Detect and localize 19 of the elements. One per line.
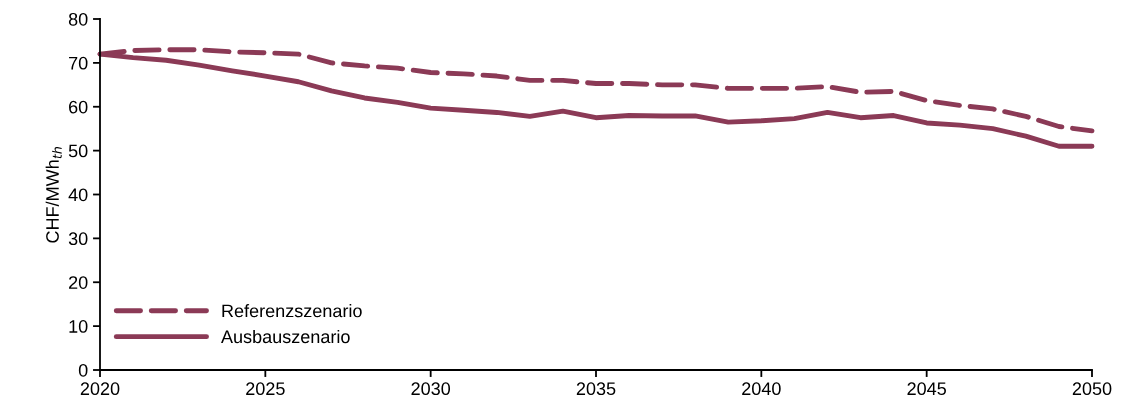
- y-tick-label: 0: [78, 363, 88, 377]
- legend-label: Referenzszenario: [222, 304, 362, 318]
- x-tick-label: 2035: [576, 382, 616, 396]
- x-tick-label: 2025: [246, 382, 285, 396]
- y-tick-label: 20: [69, 276, 88, 289]
- x-tick-label: 2020: [80, 382, 120, 396]
- x-tick-label: 2030: [411, 382, 451, 396]
- y-tick-label: 60: [69, 100, 88, 114]
- x-tick-label: 2045: [907, 382, 946, 396]
- y-tick-label: 70: [69, 56, 88, 70]
- y-tick-label: 80: [68, 12, 88, 26]
- x-tick-label: 2050: [1072, 382, 1112, 396]
- legend-label: Ausbauszenario: [221, 329, 350, 344]
- x-tick-label: 2040: [742, 382, 781, 396]
- y-tick-label: 40: [68, 188, 88, 202]
- y-tick-label: 30: [68, 232, 88, 246]
- y-tick-label: 50: [68, 144, 88, 158]
- y-tick-label: 10: [69, 320, 88, 333]
- y-axis-title: CHF/MWh$_{th}$: [45, 146, 62, 243]
